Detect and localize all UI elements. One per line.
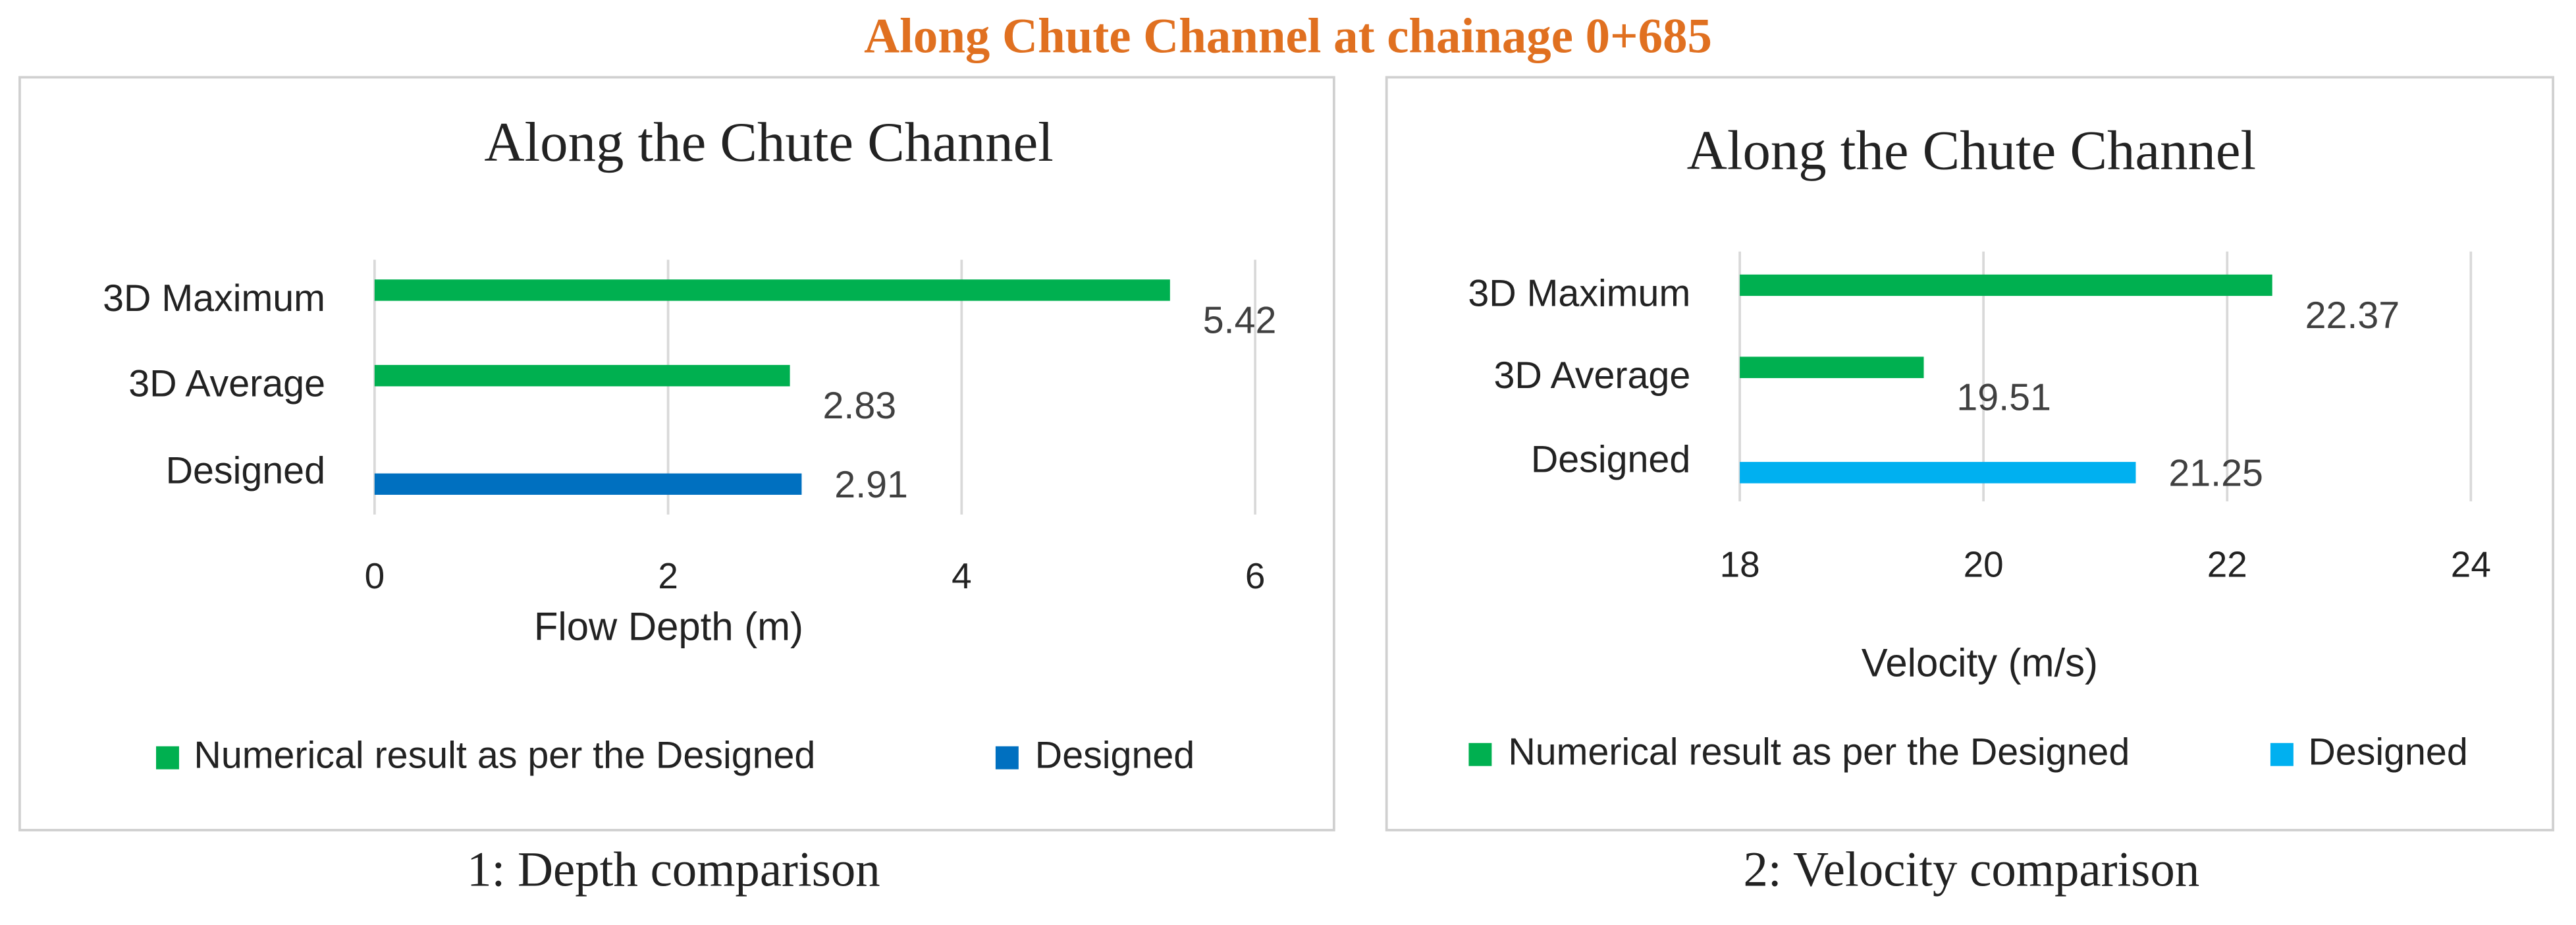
chart-title: Along the Chute Channel bbox=[1687, 120, 2256, 182]
x-axis-label: Velocity (m/s) bbox=[1862, 640, 2098, 685]
y-tick-label: Designed bbox=[1531, 438, 1690, 480]
data-label: 5.42 bbox=[1203, 299, 1277, 341]
legend-label: Numerical result as per the Designed bbox=[194, 734, 815, 776]
data-label: 19.51 bbox=[1956, 377, 2051, 419]
legend-swatch bbox=[156, 746, 179, 770]
bar bbox=[1740, 356, 1924, 378]
chart-title: Along the Chute Channel bbox=[484, 111, 1053, 173]
y-tick-label: 3D Maximum bbox=[103, 277, 325, 320]
y-tick-label: 3D Average bbox=[128, 363, 325, 405]
bar bbox=[1740, 274, 2272, 296]
x-tick-label: 22 bbox=[2207, 544, 2247, 584]
legend-label: Designed bbox=[2308, 731, 2467, 773]
y-tick-label: 3D Maximum bbox=[1468, 272, 1690, 314]
x-tick-label: 4 bbox=[952, 555, 972, 596]
legend-swatch bbox=[1468, 743, 1492, 766]
data-label: 22.37 bbox=[2305, 294, 2400, 337]
legend-label: Numerical result as per the Designed bbox=[1508, 731, 2130, 773]
y-tick-label: Designed bbox=[166, 450, 325, 492]
y-tick-label: 3D Average bbox=[1493, 354, 1690, 397]
chart-frame bbox=[18, 76, 1335, 831]
chart-caption: 2: Velocity comparison bbox=[1744, 843, 2200, 897]
chart-caption: 1: Depth comparison bbox=[467, 843, 880, 897]
bar bbox=[374, 364, 790, 387]
bar bbox=[1740, 462, 2136, 484]
x-tick-label: 18 bbox=[1720, 544, 1760, 584]
bar bbox=[374, 279, 1170, 301]
legend-swatch bbox=[995, 746, 1019, 770]
x-tick-label: 6 bbox=[1245, 555, 1266, 596]
legend-swatch bbox=[2270, 743, 2294, 766]
bar bbox=[374, 473, 802, 495]
x-tick-label: 2 bbox=[658, 555, 678, 596]
chart-frame bbox=[1385, 76, 2554, 831]
legend-label: Designed bbox=[1035, 734, 1194, 776]
data-label: 2.83 bbox=[822, 385, 896, 427]
x-tick-label: 0 bbox=[365, 555, 385, 596]
data-label: 21.25 bbox=[2168, 452, 2263, 494]
x-tick-label: 20 bbox=[1964, 544, 2004, 584]
x-axis-label: Flow Depth (m) bbox=[534, 604, 803, 648]
data-label: 2.91 bbox=[834, 464, 908, 506]
figure-title: Along Chute Channel at chainage 0+685 bbox=[864, 9, 1712, 64]
x-tick-label: 24 bbox=[2451, 544, 2491, 584]
